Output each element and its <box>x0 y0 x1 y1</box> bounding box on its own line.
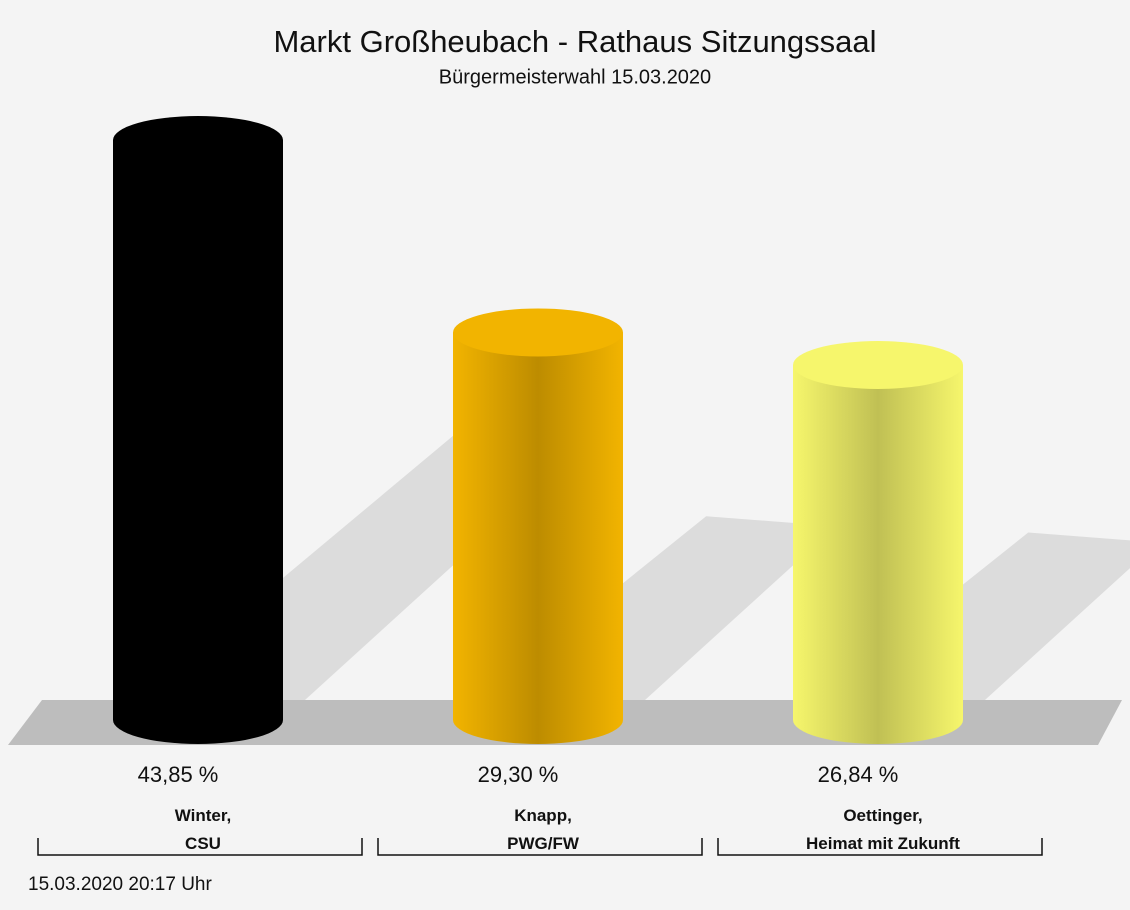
category-bracket <box>377 838 703 856</box>
chart-subtitle: Bürgermeisterwahl 15.03.2020 <box>439 66 711 88</box>
bar <box>113 140 283 744</box>
category-bracket <box>37 838 363 856</box>
category-bracket <box>717 838 1043 856</box>
bar-top <box>793 340 963 389</box>
bar-top <box>453 308 623 357</box>
footnote: 15.03.2020 20:17 Uhr <box>28 874 212 895</box>
x-tick-label: Winter, CSU <box>175 806 232 853</box>
bar <box>453 332 623 744</box>
x-tick-label: Oettinger, Heimat mit Zukunft <box>806 806 960 853</box>
bar-top <box>113 116 283 164</box>
x-tick-label: Knapp, PWG/FW <box>507 806 580 853</box>
value-label: 26,84 % <box>818 762 899 787</box>
value-label: 43,85 % <box>138 762 219 787</box>
bar <box>793 364 963 744</box>
chart-title: Markt Großheubach - Rathaus Sitzungssaal <box>273 24 876 59</box>
value-label: 29,30 % <box>478 762 559 787</box>
